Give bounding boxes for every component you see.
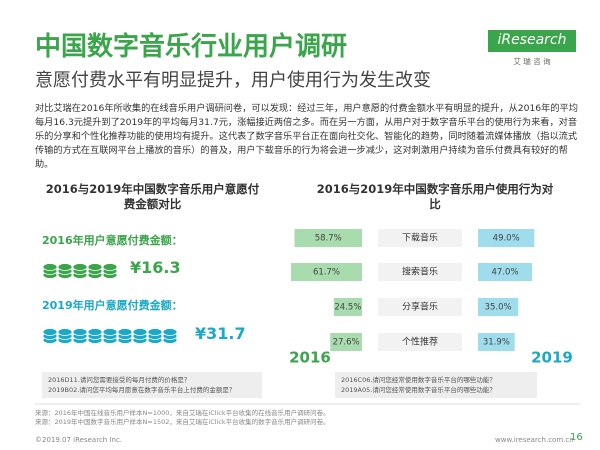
- subtitle: 意愿付费水平有明显提升，用户使用行为发生改变: [35, 70, 431, 91]
- note: 2019A05.请问您经常使用数字音乐平台的哪些功能？: [341, 386, 496, 394]
- coin: [87, 328, 103, 336]
- value-label: 47.0%: [492, 268, 519, 278]
- coin: [132, 328, 148, 336]
- value-label: 58.7%: [315, 234, 342, 244]
- bar: [291, 263, 362, 281]
- bar: [330, 333, 362, 351]
- category-label: 分享音乐: [402, 301, 438, 313]
- note: 2016D11.请问您需要接受的每月付费的价格是？: [48, 376, 191, 384]
- value-label: 49.0%: [493, 234, 520, 244]
- bar: [478, 298, 519, 316]
- copyright: ©2019.07 iResearch Inc.: [35, 436, 123, 444]
- panel-title: 2016与2019年中国数字音乐用户意愿付费金额对比: [45, 182, 260, 211]
- website: www.iresearch.com.cn: [495, 436, 574, 444]
- title: 中国数字音乐行业用户调研: [35, 32, 348, 62]
- body-text: 对比艾瑞在2016年所收集的在线音乐用户调研问卷，可以发现：经过三年，用户意愿的…: [35, 103, 578, 170]
- amount-label: 2019年用户意愿付费金额：: [42, 299, 183, 312]
- coin: [42, 263, 58, 271]
- bar: [333, 298, 362, 316]
- value-label: 35.0%: [485, 303, 512, 313]
- bar: [478, 333, 515, 351]
- logo: iResearch: [497, 32, 567, 48]
- amount-label: 2016年用户意愿付费金额：: [42, 234, 183, 247]
- value-label: 27.6%: [333, 338, 360, 348]
- bar: [478, 229, 535, 247]
- category-label: 个性推荐: [402, 336, 438, 348]
- series-label: 2016: [289, 349, 331, 367]
- coin: [147, 328, 163, 336]
- sources: 来源：2016年中国在线音乐用户样本N=1000，来自艾瑞在iClick平台收集…: [35, 409, 330, 427]
- category-label: 搜索音乐: [402, 266, 438, 278]
- bar: [294, 229, 362, 247]
- logo-box: [488, 30, 576, 52]
- coin: [72, 328, 88, 336]
- coin: [42, 328, 58, 336]
- source: 来源：2016年中国在线音乐用户样本N=1000，来自艾瑞在iClick平台收集…: [35, 409, 330, 417]
- coin: [72, 263, 88, 271]
- coin: [162, 328, 178, 336]
- category-box: [378, 229, 462, 247]
- page-number: 16: [570, 432, 583, 443]
- note: 2019B02.请问您平均每月愿意在数字音乐平台上付费的金额是？: [48, 386, 236, 394]
- coin: [87, 263, 103, 271]
- amount: ¥31.7: [195, 324, 246, 343]
- value-label: 31.9%: [483, 338, 510, 348]
- value-label: 24.5%: [334, 303, 361, 313]
- coin: [102, 263, 118, 271]
- value-label: 61.7%: [313, 268, 340, 278]
- category-label: 下载音乐: [402, 232, 438, 244]
- category-box: [378, 333, 462, 351]
- logo-tagline: 艾 瑞 咨 询: [513, 57, 551, 66]
- note: 2016C06.请问您经常使用数字音乐平台的哪些功能？: [341, 376, 496, 384]
- source: 来源：2019年中国数字音乐用户样本N=1502，来自艾瑞在iClick平台收集…: [35, 418, 330, 426]
- coin: [117, 328, 133, 336]
- coin: [57, 328, 73, 336]
- category-box: [378, 263, 462, 281]
- bar: [478, 263, 533, 281]
- coin: [57, 263, 73, 271]
- category-box: [378, 298, 462, 316]
- series-label: 2019: [531, 349, 573, 367]
- coin: [102, 328, 118, 336]
- panel-title: 2016与2019年中国数字音乐用户使用行为对比: [316, 182, 554, 211]
- notes: 2016D11.请问您需要接受的每月付费的价格是？ 2019B02.请问您平均每…: [42, 372, 262, 398]
- amount: ¥16.3: [130, 258, 181, 277]
- notes: 2016C06.请问您经常使用数字音乐平台的哪些功能？ 2019A05.请问您经…: [335, 372, 537, 398]
